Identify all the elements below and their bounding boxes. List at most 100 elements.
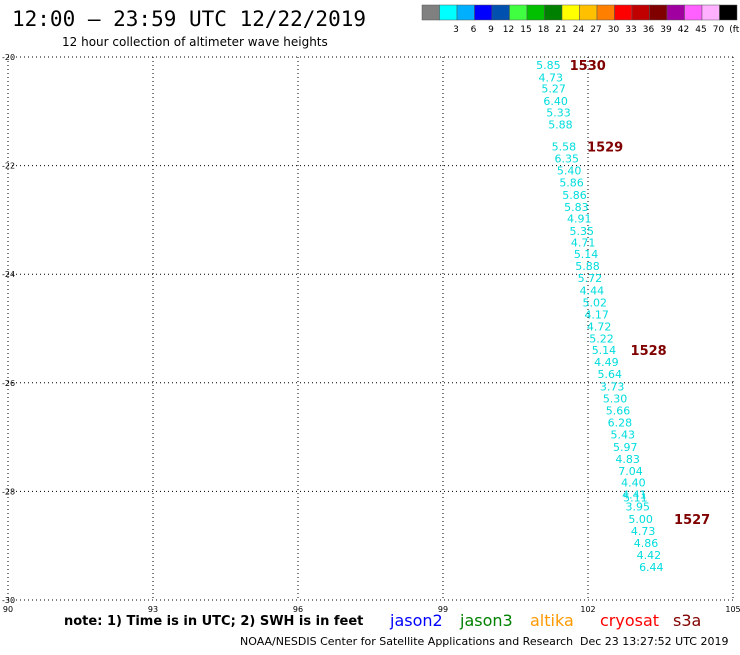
wave-height-point: 4.40 xyxy=(621,477,646,490)
legend-label: 15 xyxy=(520,25,531,35)
timestamp-text: Dec 23 13:27:52 UTC 2019 xyxy=(580,635,728,648)
legend-label: 9 xyxy=(488,25,494,35)
legend-swatch xyxy=(631,4,650,21)
wave-height-point: 4.72 xyxy=(587,320,612,333)
y-tick-label: -24 xyxy=(2,270,15,279)
wave-height-point: 5.97 xyxy=(613,441,638,454)
wave-height-point: 5.58 xyxy=(552,141,577,154)
footer-note: note: 1) Time is in UTC; 2) SWH is in fe… xyxy=(64,614,363,629)
legend-label: 12 xyxy=(503,25,514,35)
x-tick-label: 102 xyxy=(580,605,595,614)
legend-swatch xyxy=(421,4,440,21)
legend-label: 45 xyxy=(695,25,706,35)
wave-height-point: 6.35 xyxy=(554,153,579,166)
wave-height-point: 5.86 xyxy=(559,176,584,189)
wave-height-point: 4.17 xyxy=(584,308,609,321)
satellite-label-altika: altika xyxy=(530,611,574,630)
legend-swatch xyxy=(649,4,668,21)
credit-text: NOAA/NESDIS Center for Satellite Applica… xyxy=(240,635,573,648)
page-subtitle: 12 hour collection of altimeter wave hei… xyxy=(62,35,328,49)
legend-label: 18 xyxy=(538,25,550,35)
wave-height-point: 4.91 xyxy=(567,212,592,225)
pass-number-label: 1528 xyxy=(631,344,667,359)
wave-height-point: 4.49 xyxy=(594,356,619,369)
wave-height-point: 3.95 xyxy=(626,501,651,514)
legend-swatch xyxy=(474,4,493,21)
satellite-label-jason2: jason2 xyxy=(389,611,443,630)
pass-number-label: 1529 xyxy=(587,141,623,156)
wave-height-point: 4.71 xyxy=(571,237,596,250)
wave-height-point: 5.83 xyxy=(564,201,589,214)
legend-label: 70 xyxy=(713,25,725,35)
satellite-label-cryosat: cryosat xyxy=(600,611,659,630)
wave-height-point: 5.22 xyxy=(589,332,614,345)
x-tick-label: 90 xyxy=(3,605,13,614)
axis-tick-labels: 90 93 96 99 102 105 -20 -22 -24 -26 -28 -30 xyxy=(2,53,740,614)
legend-swatch xyxy=(456,4,475,21)
legend-swatch xyxy=(509,4,528,21)
legend-label: 24 xyxy=(573,25,585,35)
satellite-legend: jason2 jason3 altika cryosat s3a xyxy=(389,611,701,630)
legend-label: 42 xyxy=(678,25,689,35)
wave-height-point: 5.66 xyxy=(606,404,631,417)
pass-number-label: 1527 xyxy=(674,513,710,528)
legend-swatch xyxy=(666,4,685,21)
legend-swatch xyxy=(491,4,510,21)
legend-swatch xyxy=(579,4,598,21)
legend-swatch xyxy=(526,4,545,21)
x-tick-label: 96 xyxy=(293,605,303,614)
wave-height-point: 5.40 xyxy=(557,164,582,177)
y-tick-label: -28 xyxy=(2,487,15,496)
wave-height-point: 5.86 xyxy=(562,189,587,202)
wave-height-point: 5.14 xyxy=(574,248,599,261)
legend-label: 39 xyxy=(660,25,672,35)
wave-height-point: 4.42 xyxy=(637,549,662,562)
wave-height-point: 5.72 xyxy=(578,272,603,285)
y-tick-label: -30 xyxy=(2,596,15,605)
legend-swatch xyxy=(596,4,615,21)
y-tick-label: -22 xyxy=(2,162,15,171)
legend-label: 3 xyxy=(453,25,459,35)
legend-label: (ft) xyxy=(729,25,740,35)
wave-height-point: 5.11 xyxy=(623,491,648,504)
legend-swatch xyxy=(561,4,580,21)
wave-height-point: 5.14 xyxy=(592,344,617,357)
legend-label: 36 xyxy=(643,25,655,35)
legend-swatch xyxy=(684,4,703,21)
wave-height-point: 4.83 xyxy=(615,453,640,466)
wave-height-point: 4.73 xyxy=(539,72,564,85)
legend-label: 27 xyxy=(590,25,601,35)
wave-height-point: 5.64 xyxy=(598,368,623,381)
pass-number-label: 1530 xyxy=(570,59,606,74)
wave-height-labels: 5.854.735.276.405.335.885.586.355.405.86… xyxy=(536,59,663,574)
wave-height-point: 5.88 xyxy=(575,260,600,273)
page-title: 12:00 – 23:59 UTC 12/22/2019 xyxy=(12,7,366,31)
pass-number-labels: 1530 1529 1528 1527 xyxy=(570,59,711,528)
legend-swatch xyxy=(544,4,563,21)
legend-label: 21 xyxy=(555,25,566,35)
wave-height-point: 3.73 xyxy=(600,381,625,394)
legend-label: 33 xyxy=(625,25,636,35)
wave-height-point: 4.41 xyxy=(622,489,647,502)
wave-height-point: 4.73 xyxy=(631,525,656,538)
wave-height-point: 4.86 xyxy=(634,537,659,550)
map-grid xyxy=(7,56,734,601)
x-tick-label: 93 xyxy=(148,605,158,614)
legend-swatch xyxy=(719,4,738,21)
wave-height-point: 7.04 xyxy=(618,465,643,478)
satellite-label-s3a: s3a xyxy=(673,611,701,630)
wave-height-point: 5.30 xyxy=(603,393,628,406)
wave-height-point: 6.28 xyxy=(608,416,633,429)
legend-swatch xyxy=(701,4,720,21)
wave-height-point: 5.85 xyxy=(536,59,561,72)
legend-swatch xyxy=(439,4,458,21)
legend-label: 6 xyxy=(471,25,477,35)
wave-height-point: 6.44 xyxy=(639,561,664,574)
wave-height-point: 5.35 xyxy=(569,225,594,238)
wave-height-point: 5.02 xyxy=(583,296,608,309)
wave-height-point: 5.88 xyxy=(548,118,573,131)
wave-height-point: 5.27 xyxy=(541,82,566,95)
wave-height-point: 5.00 xyxy=(628,513,653,526)
